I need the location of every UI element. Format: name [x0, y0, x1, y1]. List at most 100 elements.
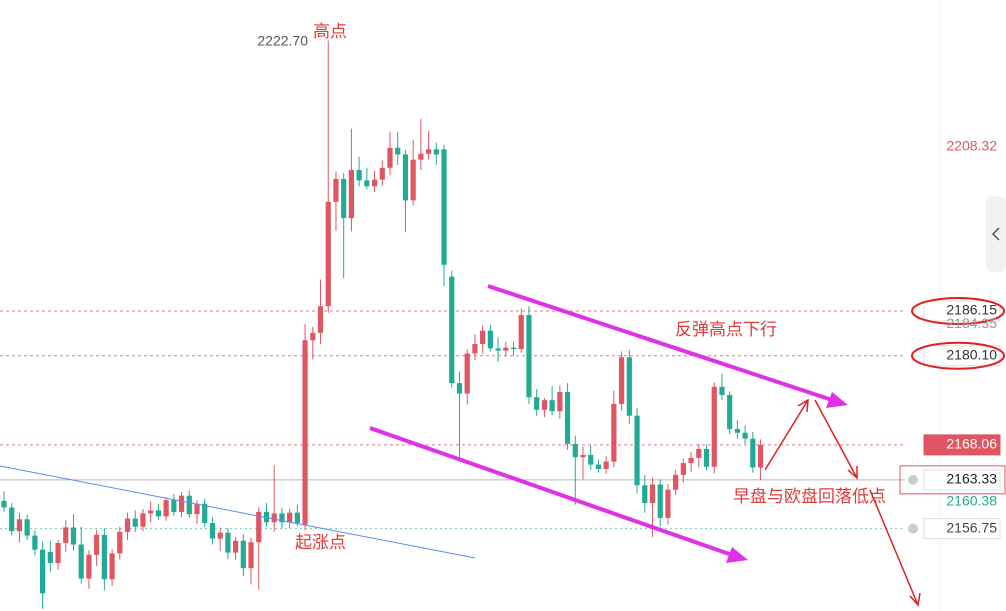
candle-body	[449, 276, 455, 384]
collapse-button[interactable]	[986, 196, 1006, 272]
candle-body	[348, 170, 354, 219]
candle-body	[433, 149, 439, 155]
annotation: 高点	[313, 22, 347, 42]
candle-body	[727, 395, 733, 430]
candle-body	[495, 348, 501, 351]
candle-body	[1, 500, 7, 508]
arrow-line	[764, 399, 809, 471]
candle-body	[680, 463, 686, 475]
candle-body	[325, 201, 331, 307]
candle-body	[742, 432, 748, 439]
annotation: 反弹高点下行	[675, 320, 777, 340]
candle-body	[302, 340, 308, 525]
candle-body	[225, 532, 231, 553]
candle-body	[626, 357, 632, 416]
candle-body	[294, 512, 300, 524]
arrow-line	[814, 399, 858, 479]
arrow-line	[487, 284, 833, 402]
trend-line	[0, 465, 476, 559]
candle-body	[472, 343, 478, 354]
arrow-head	[909, 592, 921, 607]
arrow-head	[847, 466, 858, 480]
candle-body	[263, 511, 270, 523]
candle-body	[248, 542, 254, 569]
bell-icon	[908, 474, 918, 485]
price-label: 2160.38	[946, 492, 997, 508]
candle-body	[595, 464, 602, 469]
candle-body	[418, 153, 424, 160]
candle-body	[379, 167, 385, 180]
arrow-head	[797, 398, 809, 413]
candle-body	[534, 397, 540, 410]
candle-body	[271, 513, 277, 523]
candle-body	[734, 429, 740, 433]
candle-body	[155, 510, 161, 517]
candle-body	[233, 540, 239, 553]
price-box	[923, 469, 1001, 491]
candle-body	[140, 513, 146, 527]
candle-body	[649, 484, 656, 504]
price-box	[923, 300, 1001, 322]
highlight-ring	[911, 341, 1005, 370]
candle-body	[78, 544, 84, 579]
candle-body	[557, 392, 563, 412]
candle-body	[518, 315, 524, 350]
annotation: 起涨点	[295, 533, 346, 553]
candle-body	[209, 523, 216, 539]
candle-body	[750, 438, 756, 468]
arrow-line	[869, 489, 919, 606]
candle-body	[317, 306, 324, 333]
candle-body	[63, 527, 69, 543]
price-box-frame	[899, 465, 1006, 495]
candle-body	[619, 357, 625, 404]
candle-body	[503, 347, 509, 351]
candle-body	[688, 457, 694, 464]
candle-body	[356, 170, 362, 181]
candle-body	[410, 159, 416, 201]
candle-body	[719, 386, 725, 396]
candle-body	[757, 444, 764, 468]
candle-body	[402, 154, 409, 201]
candle-body	[564, 392, 571, 444]
candle-body	[101, 534, 107, 580]
candle-body	[526, 315, 532, 398]
candle-body	[549, 400, 555, 412]
highlight-ring	[911, 297, 1005, 326]
candle-body	[70, 527, 77, 545]
candle-body	[673, 474, 679, 490]
candle-body	[109, 553, 115, 580]
high-label: 2222.70	[257, 32, 308, 48]
candle-body	[47, 551, 53, 563]
collapse-icon	[991, 227, 1000, 241]
arrow-line	[369, 426, 733, 557]
candle-body	[287, 512, 293, 523]
candle-body	[9, 507, 15, 532]
candle-body	[86, 554, 92, 579]
candle-body	[117, 531, 123, 554]
candle-body	[456, 383, 463, 394]
candle-body	[541, 400, 547, 410]
candle-body	[94, 534, 100, 555]
candle-body	[634, 415, 640, 486]
candle-body	[40, 549, 46, 594]
bell-icon	[908, 523, 918, 534]
candle-body	[441, 149, 447, 265]
candle-body	[364, 180, 370, 187]
price-label: 2168.06	[946, 436, 997, 452]
candle-body	[387, 147, 393, 168]
candle-body	[588, 454, 594, 465]
channel-arrows	[369, 284, 848, 563]
candle-body	[24, 519, 30, 536]
candle-body	[163, 500, 169, 517]
candle-body	[240, 540, 246, 569]
candle-body	[178, 495, 185, 512]
candle-body	[657, 484, 663, 518]
arrow-head	[726, 547, 748, 563]
candle-body	[55, 542, 61, 563]
price-box	[923, 345, 1001, 367]
candle-body	[16, 519, 23, 532]
candle-body	[341, 178, 347, 219]
candle-body	[148, 510, 154, 514]
candle-body	[572, 443, 578, 458]
candle-body	[132, 518, 138, 527]
